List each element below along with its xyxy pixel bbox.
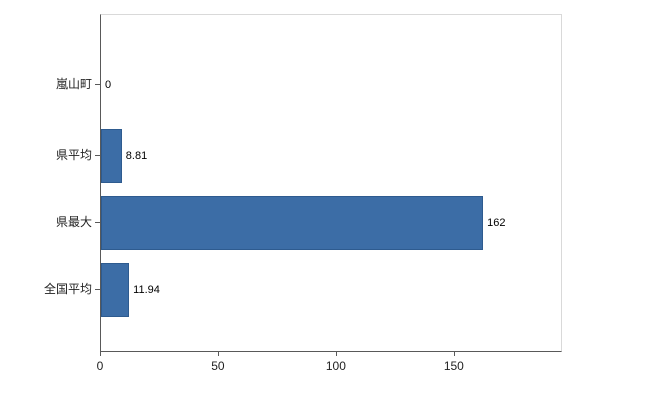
y-axis-tick bbox=[95, 222, 100, 224]
category-label: 県平均 bbox=[55, 148, 92, 163]
x-axis-tick-label: 100 bbox=[325, 359, 346, 373]
y-axis-tick bbox=[95, 288, 100, 290]
x-axis-tick-label: 150 bbox=[443, 359, 464, 373]
x-axis-tick-label: 0 bbox=[96, 359, 104, 373]
y-axis-tick bbox=[95, 155, 100, 157]
bar bbox=[101, 262, 130, 317]
plot-area: 0 8.81 162 11.94 bbox=[100, 14, 562, 352]
x-axis-tick bbox=[453, 351, 455, 356]
bar bbox=[101, 129, 122, 184]
y-axis-tick bbox=[95, 83, 100, 85]
value-label: 11.94 bbox=[133, 283, 160, 296]
category-label: 県最大 bbox=[55, 215, 92, 230]
value-label: 162 bbox=[487, 217, 506, 230]
x-axis-tick-label: 50 bbox=[211, 359, 225, 373]
bar bbox=[101, 196, 484, 251]
category-label: 嵐山町 bbox=[55, 76, 92, 91]
x-axis-tick bbox=[100, 351, 101, 356]
value-label: 8.81 bbox=[125, 150, 148, 163]
x-axis-tick bbox=[217, 351, 219, 356]
category-label: 全国平均 bbox=[43, 281, 92, 296]
value-label: 0 bbox=[105, 78, 112, 91]
x-axis-tick bbox=[335, 351, 337, 356]
